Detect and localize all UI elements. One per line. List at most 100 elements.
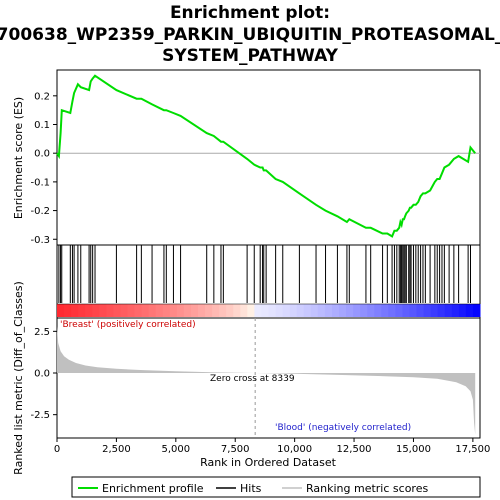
band-segment — [205, 304, 213, 317]
band-segment — [127, 304, 136, 317]
legend-hits: Hits — [240, 482, 262, 495]
band-segment — [282, 304, 291, 317]
band-segment — [437, 304, 446, 317]
band-segment — [423, 304, 432, 317]
band-segment — [395, 304, 403, 317]
metric-y-tick-label: 0.0 — [34, 369, 50, 380]
band-segment — [367, 304, 375, 317]
band-segment — [430, 304, 439, 317]
x-axis: 0 2,500 5,000 7,500 10,000 12,500 15,000 17,500 — [54, 438, 490, 455]
es-y-tick-label: -0.3 — [30, 235, 50, 246]
band-segment — [176, 304, 185, 317]
band-segment — [85, 304, 93, 317]
band-segment — [247, 304, 255, 317]
legend-ranking-metric-scores: Ranking metric scores — [306, 482, 428, 495]
band-segment — [106, 304, 114, 317]
band-segment — [444, 304, 453, 317]
x-tick-label: 12,500 — [337, 444, 372, 455]
es-y-axis: 0.2 0.1 0.0 -0.1 -0.2 -0.3 — [30, 91, 57, 246]
metric-y-tick-label: -2.5 — [30, 410, 50, 421]
band-segment — [198, 304, 206, 317]
band-segment — [331, 304, 340, 317]
title-line-2: 700638_WP2359_PARKIN_UBIQUITIN_PROTEASOM… — [0, 25, 500, 45]
band-segment — [353, 304, 361, 317]
es-y-axis-label: Enrichment score (ES) — [12, 97, 25, 219]
band-segment — [303, 304, 312, 317]
x-tick-label: 0 — [54, 444, 60, 455]
metric-panel-frame — [56, 317, 481, 439]
band-segment — [324, 304, 333, 317]
enrichment-profile-line — [56, 74, 476, 238]
es-y-tick-label: 0.2 — [34, 91, 50, 102]
band-segment — [92, 304, 100, 317]
band-segment — [458, 304, 467, 317]
band-segment — [155, 304, 164, 317]
es-panel-frame — [56, 69, 481, 246]
band-segment — [57, 304, 65, 317]
band-segment — [360, 304, 368, 317]
band-segment — [261, 304, 269, 317]
band-segment — [296, 304, 305, 317]
title-line-1: Enrichment plot: — [170, 3, 330, 23]
band-segment — [465, 304, 474, 317]
band-segment — [169, 304, 178, 317]
x-tick-label: 5,000 — [161, 444, 190, 455]
band-segment — [141, 304, 150, 317]
rank-color-band — [57, 303, 481, 317]
positive-correlation-label: 'Breast' (positively correlated) — [60, 320, 196, 330]
band-segment — [99, 304, 107, 317]
band-segment — [388, 304, 396, 317]
band-segment — [226, 304, 234, 317]
band-segment — [183, 304, 192, 317]
band-segment — [219, 304, 227, 317]
band-segment — [409, 304, 418, 317]
band-segment — [472, 304, 481, 317]
hit-markers — [58, 245, 471, 303]
band-segment — [233, 304, 241, 317]
es-y-tick-label: 0.0 — [34, 149, 50, 160]
band-segment — [346, 304, 354, 317]
x-tick-label: 10,000 — [277, 444, 312, 455]
band-segment — [374, 304, 382, 317]
x-tick-label: 17,500 — [455, 444, 490, 455]
band-segment — [339, 304, 347, 317]
band-segment — [71, 304, 79, 317]
x-tick-label: 15,000 — [396, 444, 431, 455]
band-segment — [268, 304, 277, 317]
band-segment — [310, 304, 319, 317]
band-segment — [148, 304, 157, 317]
band-segment — [451, 304, 460, 317]
band-segment — [240, 304, 248, 317]
es-y-tick-label: 0.1 — [34, 120, 50, 131]
es-y-tick-label: -0.1 — [30, 177, 50, 188]
band-segment — [120, 304, 128, 317]
band-segment — [212, 304, 220, 317]
band-segment — [113, 304, 121, 317]
zero-cross-label: Zero cross at 8339 — [210, 374, 295, 384]
metric-y-tick-label: 2.5 — [34, 327, 50, 338]
band-segment — [78, 304, 86, 317]
x-tick-label: 7,500 — [221, 444, 250, 455]
band-segment — [402, 304, 410, 317]
es-y-tick-label: -0.2 — [30, 206, 50, 217]
title-line-3: SYSTEM_PATHWAY — [162, 46, 339, 66]
band-segment — [64, 304, 72, 317]
x-axis-label: Rank in Ordered Dataset — [200, 456, 337, 469]
band-segment — [381, 304, 389, 317]
band-segment — [134, 304, 143, 317]
band-segment — [317, 304, 326, 317]
legend-enrichment-profile: Enrichment profile — [102, 482, 204, 495]
negative-correlation-label: 'Blood' (negatively correlated) — [275, 423, 411, 433]
band-segment — [254, 304, 262, 317]
band-segment — [162, 304, 171, 317]
metric-y-axis-label: Ranked list metric (Diff_of_Classes) — [12, 281, 25, 475]
metric-y-axis: 2.5 0.0 -2.5 — [30, 327, 57, 421]
legend-box — [71, 476, 481, 498]
band-segment — [275, 304, 284, 317]
band-segment — [190, 304, 199, 317]
x-tick-label: 2,500 — [102, 444, 131, 455]
band-segment — [289, 304, 298, 317]
band-segment — [416, 304, 425, 317]
